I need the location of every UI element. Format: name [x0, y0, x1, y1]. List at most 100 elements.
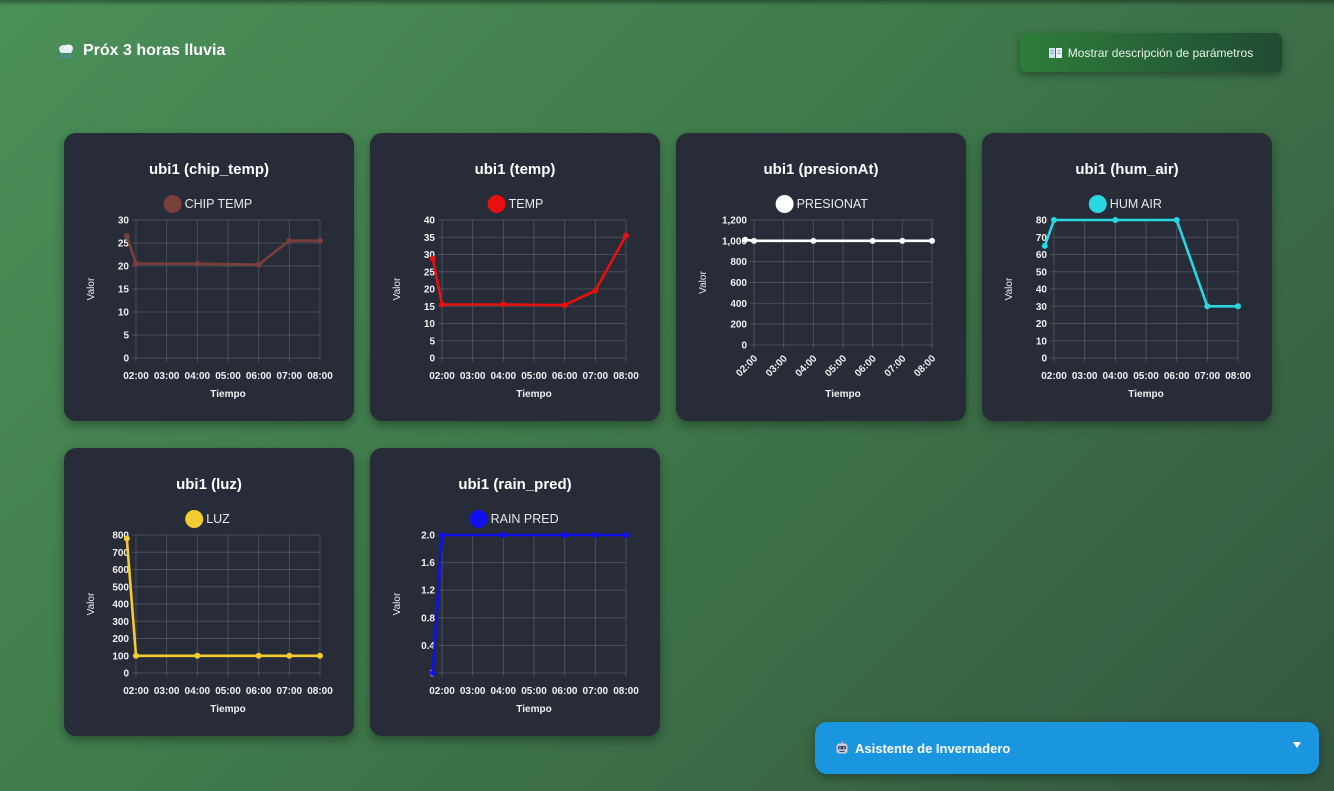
- chart-luz: LUZ 0 100 200 300 400 500 600 700 800 02:00 03:00 04…: [86, 510, 333, 715]
- x-tick-label: 08:00: [613, 686, 639, 697]
- legend-label: RAIN PRED: [491, 512, 559, 526]
- legend-label: CHIP TEMP: [185, 197, 253, 211]
- y-tick-label: 70: [1036, 233, 1048, 244]
- x-tick-label: 05:00: [215, 686, 241, 697]
- y-tick-label: 0: [1041, 354, 1047, 365]
- data-point: [317, 237, 323, 244]
- x-tick-label: 08:00: [307, 371, 333, 382]
- data-point: [500, 532, 507, 538]
- y-tick-label: 15: [424, 302, 436, 313]
- data-point: [929, 237, 935, 244]
- data-point: [869, 237, 876, 244]
- y-tick-label: 300: [112, 617, 129, 628]
- y-tick-label: 20: [1036, 319, 1048, 330]
- y-tick-label: 30: [118, 216, 130, 227]
- data-point: [751, 237, 757, 244]
- x-tick-label: 06:00: [1164, 371, 1190, 382]
- chart-presion-at: PRESIONAT 0 200 400 600 800 1,000 1,200 02:00 03:…: [698, 195, 938, 400]
- x-tick-label: 07:00: [583, 686, 609, 697]
- x-tick-label: 04:00: [1103, 371, 1129, 382]
- y-tick-label: 400: [730, 299, 747, 310]
- x-tick-label: 03:00: [764, 353, 790, 379]
- y-tick-label: 1.6: [421, 558, 435, 569]
- y-tick-label: 20: [424, 285, 436, 296]
- chevron-down-icon[interactable]: [1293, 742, 1301, 748]
- y-tick-label: 600: [112, 565, 129, 576]
- data-point: [133, 652, 139, 659]
- series-line: [431, 234, 628, 307]
- data-point: [194, 260, 201, 267]
- data-point: [439, 532, 445, 538]
- data-point: [561, 532, 568, 538]
- data-point: [623, 532, 629, 538]
- x-tick-label: 02:00: [123, 686, 149, 697]
- data-point: [561, 302, 568, 309]
- y-tick-label: 500: [112, 582, 129, 593]
- x-axis-title: Tiempo: [825, 389, 860, 400]
- y-axis-title: Valor: [86, 277, 97, 300]
- data-point: [317, 652, 323, 659]
- y-tick-label: 1,000: [722, 236, 747, 247]
- y-tick-label: 50: [1036, 267, 1048, 278]
- y-tick-label: 800: [112, 531, 129, 542]
- y-tick-label: 5: [123, 331, 129, 342]
- x-tick-label: 05:00: [1133, 371, 1159, 382]
- x-tick-label: 04:00: [491, 371, 517, 382]
- x-tick-label: 05:00: [521, 686, 547, 697]
- y-axis-title: Valor: [392, 592, 403, 615]
- data-point: [1173, 217, 1180, 223]
- x-tick-label: 04:00: [491, 686, 517, 697]
- x-tick-label: 06:00: [246, 371, 272, 382]
- y-tick-label: 35: [424, 233, 436, 244]
- data-point: [255, 652, 262, 659]
- x-tick-label: 06:00: [246, 686, 272, 697]
- data-point: [439, 301, 445, 308]
- x-tick-label: 07:00: [583, 371, 609, 382]
- legend-label: TEMP: [509, 197, 544, 211]
- robot-icon: [836, 741, 848, 754]
- y-tick-label: 0.8: [421, 613, 435, 624]
- y-tick-label: 10: [1036, 336, 1048, 347]
- assistant-toggle-bar[interactable]: Asistente de Invernadero: [815, 722, 1319, 774]
- y-tick-label: 10: [424, 319, 436, 330]
- x-tick-label: 08:00: [307, 686, 333, 697]
- x-tick-label: 05:00: [521, 371, 547, 382]
- y-tick-label: 60: [1036, 250, 1048, 261]
- y-axis-title: Valor: [392, 277, 403, 300]
- y-tick-label: 700: [112, 548, 129, 559]
- book-icon: [1048, 47, 1062, 58]
- y-tick-label: 2.0: [421, 531, 435, 542]
- y-tick-label: 600: [730, 278, 747, 289]
- chart-card-hum-air: ubi1 (hum_air) HUM AIR 0 10 20 30 40 50 60 70 80 0…: [982, 133, 1272, 421]
- assistant-label: Asistente de Invernadero: [855, 740, 1011, 756]
- data-point: [742, 236, 749, 243]
- x-tick-label: 03:00: [154, 686, 180, 697]
- x-tick-label: 02:00: [429, 371, 455, 382]
- chart-title: ubi1 (presionAt): [763, 161, 879, 178]
- y-tick-label: 10: [118, 308, 130, 319]
- series-line: [431, 533, 626, 674]
- page-title: Próx 3 horas lluvia: [57, 42, 225, 60]
- x-axis-title: Tiempo: [1128, 389, 1163, 400]
- data-point: [429, 670, 436, 676]
- legend-label: HUM AIR: [1110, 197, 1162, 211]
- y-tick-label: 0.4: [421, 641, 435, 652]
- show-params-button[interactable]: Mostrar descripción de parámetros: [1020, 33, 1282, 72]
- chart-title: ubi1 (hum_air): [1075, 161, 1179, 178]
- series-line: [125, 235, 320, 266]
- y-tick-label: 200: [112, 634, 129, 645]
- top-shadow: [0, 0, 1334, 6]
- x-tick-label: 08:00: [912, 353, 938, 379]
- page-title-text: Próx 3 horas lluvia: [83, 42, 226, 59]
- y-tick-label: 20: [118, 262, 130, 273]
- data-point: [429, 255, 436, 262]
- data-point: [1235, 303, 1241, 310]
- y-tick-label: 0: [741, 341, 747, 352]
- data-point: [123, 535, 130, 542]
- data-point: [592, 532, 599, 538]
- data-point: [286, 652, 293, 659]
- chart-temp: TEMP 0 5 10 15 20 25 30 35 40 02:00 03:00 04:00 05:00…: [392, 195, 639, 400]
- x-tick-label: 05:00: [823, 353, 849, 379]
- x-tick-label: 03:00: [154, 371, 180, 382]
- y-tick-label: 100: [112, 651, 129, 662]
